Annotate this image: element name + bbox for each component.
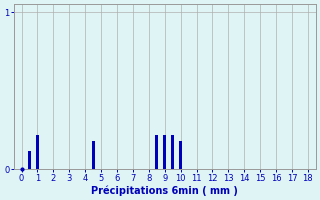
Bar [28,151,31,169]
Bar [92,141,94,169]
X-axis label: Précipitations 6min ( mm ): Précipitations 6min ( mm ) [91,185,238,196]
Bar [179,141,182,169]
Bar [171,135,174,169]
Bar [163,135,166,169]
Bar [155,135,158,169]
Bar [36,135,39,169]
